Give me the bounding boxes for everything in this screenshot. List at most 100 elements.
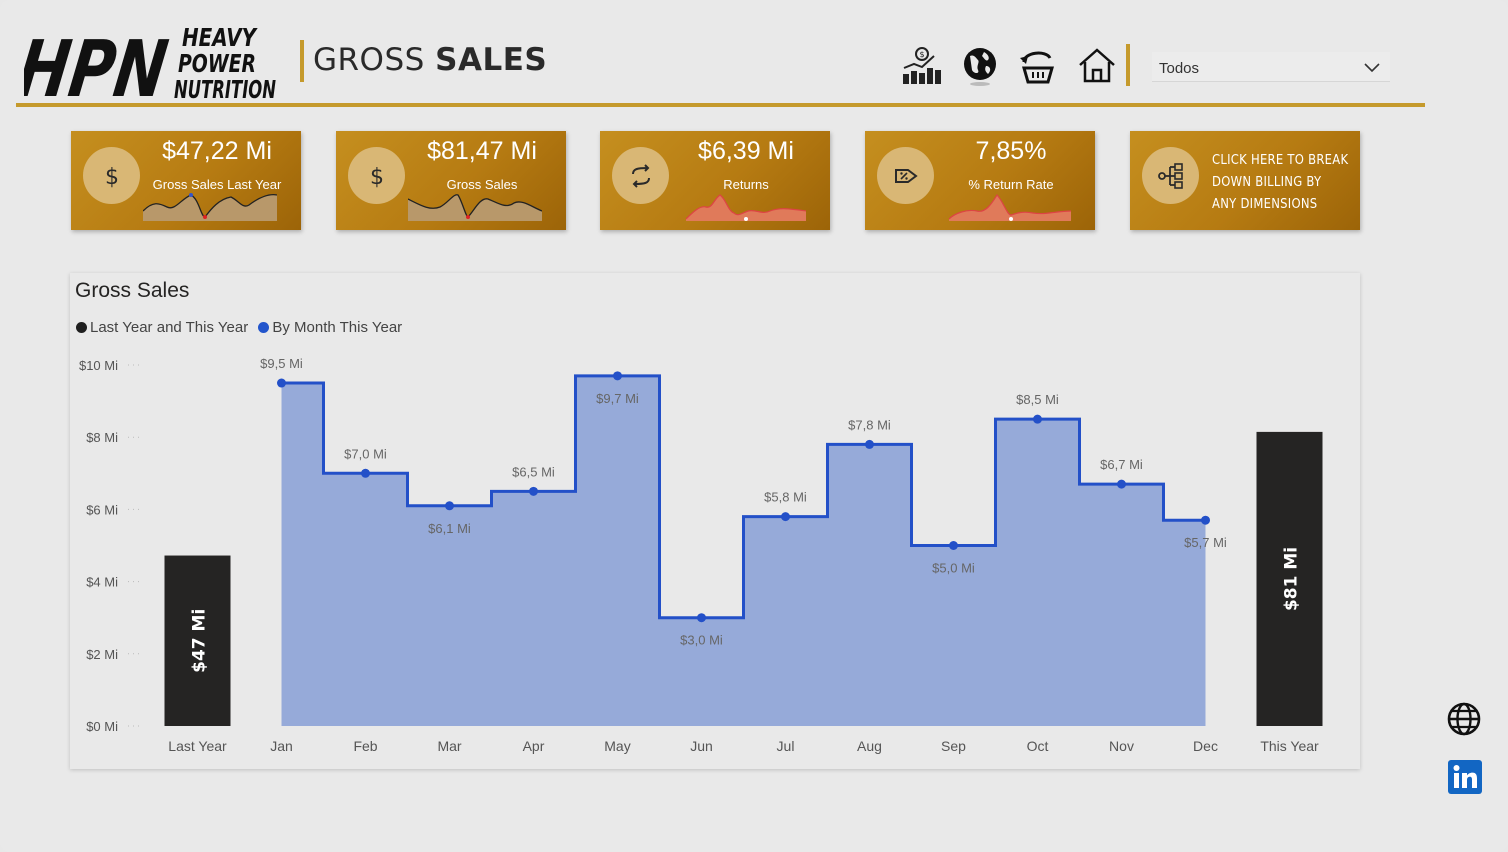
x-tick-label: Aug [857, 738, 882, 754]
x-tick-label: Dec [1193, 738, 1218, 754]
y-tick-label: $10 Mi [79, 358, 118, 373]
cta-text: CLICK HERE TO BREAK DOWN BILLING BY ANY … [1212, 152, 1349, 212]
dollar-icon: $ [83, 147, 140, 204]
monthly-data-label: $6,7 Mi [1100, 457, 1143, 472]
kpi-value: 7,85% [975, 137, 1047, 165]
legend-item-totals[interactable]: Last Year and This Year [76, 319, 248, 336]
total-bar-label: $81 Mi [1282, 547, 1302, 611]
returns-basket-icon[interactable] [1016, 44, 1060, 88]
kpi-value: $47,22 Mi [162, 137, 272, 165]
monthly-point [949, 541, 958, 550]
monthly-data-label: $6,5 Mi [512, 464, 555, 479]
x-tick-label: Feb [353, 738, 377, 754]
logo-line-1: HEAVY [182, 23, 258, 52]
page-title-bold: SALES [435, 42, 548, 78]
monthly-data-label: $5,7 Mi [1184, 535, 1227, 550]
monthly-data-label: $9,7 Mi [596, 391, 639, 406]
kpi-label: Gross Sales [446, 177, 518, 192]
hpn-logo: HPN HEAVY POWER NUTRITION [12, 16, 284, 115]
kpi-card-return-rate[interactable]: 7,85% % Return Rate [865, 131, 1095, 230]
monthly-data-label: $5,8 Mi [764, 490, 807, 505]
x-tick-label: Jun [690, 738, 713, 754]
dollar-icon: $ [348, 147, 405, 204]
page-title: GROSS SALES [313, 42, 547, 78]
monthly-point [361, 468, 370, 478]
sales-chart-icon[interactable]: $ [900, 44, 944, 88]
monthly-point [277, 378, 286, 388]
y-tick-label: $4 Mi [86, 575, 118, 590]
return-arrows-icon [612, 147, 669, 204]
monthly-point [1117, 479, 1126, 489]
chevron-down-icon [1364, 63, 1380, 73]
x-tick-label: Jul [777, 738, 795, 754]
header-divider [16, 103, 1425, 107]
x-tick-label: This Year [1260, 738, 1319, 754]
kpi-value: $81,47 Mi [427, 137, 537, 165]
monthly-data-label: $7,0 Mi [344, 446, 387, 461]
x-tick-label: Jan [270, 738, 293, 754]
kpi-sparkline [143, 193, 277, 221]
kpi-card-returns[interactable]: $6,39 Mi Returns [600, 131, 830, 230]
y-tick-label: $8 Mi [86, 430, 118, 445]
logo-line-3: NUTRITION [174, 75, 276, 102]
chart-title: Gross Sales [75, 279, 190, 302]
page-title-light: GROSS [313, 42, 436, 78]
legend-dot [258, 322, 270, 333]
web-globe-icon[interactable] [1446, 701, 1482, 737]
kpi-label: Gross Sales Last Year [152, 177, 282, 192]
legend-item-monthly[interactable]: By Month This Year [258, 319, 402, 336]
title-accent-bar [300, 40, 304, 82]
x-tick-label: May [604, 738, 630, 754]
total-bar [1256, 431, 1323, 726]
x-tick-label: Sep [941, 738, 966, 754]
monthly-point [865, 439, 874, 449]
monthly-data-label: $6,1 Mi [428, 521, 471, 536]
home-icon[interactable] [1075, 44, 1119, 88]
monthly-step-line [281, 374, 1206, 620]
monthly-point [613, 371, 622, 381]
svg-text:$: $ [105, 165, 119, 190]
monthly-point [445, 501, 454, 511]
monthly-point [1033, 414, 1042, 424]
x-tick-label: Mar [437, 738, 461, 754]
monthly-data-label: $8,5 Mi [1016, 392, 1059, 407]
gross-sales-chart: $0 Mi $2 Mi $4 Mi $6 Mi $8 Mi $10 Mi $9,5 Mi $7… [79, 356, 1323, 754]
decomposition-cta-button[interactable]: CLICK HERE TO BREAK DOWN BILLING BY ANY … [1130, 131, 1360, 230]
x-tick-label: Nov [1109, 738, 1134, 754]
monthly-point [781, 512, 790, 522]
total-bar [164, 555, 231, 726]
legend-dot [76, 322, 87, 333]
monthly-data-label: $3,0 Mi [680, 633, 723, 648]
x-tick-label: Oct [1027, 738, 1049, 754]
globe-icon[interactable] [958, 44, 1002, 88]
kpi-label: Returns [723, 177, 769, 192]
legend-label: By Month This Year [272, 319, 403, 336]
chart-legend: Last Year and This Year By Month This Ye… [76, 319, 408, 336]
y-tick-label: $6 Mi [86, 502, 118, 517]
kpi-card-gross-sales-last-year[interactable]: $ $47,22 Mi Gross Sales Last Year [71, 131, 301, 230]
kpi-sparkline [685, 194, 806, 221]
total-bar-label: $47 Mi [190, 609, 210, 673]
monthly-point [697, 613, 706, 623]
monthly-point [529, 486, 538, 496]
kpi-label: % Return Rate [968, 177, 1054, 192]
monthly-data-label: $9,5 Mi [260, 356, 303, 371]
kpi-sparkline [948, 194, 1071, 221]
discount-tag-icon [877, 147, 934, 204]
monthly-data-label: $7,8 Mi [848, 417, 891, 432]
kpi-sparkline [408, 194, 542, 221]
kpi-value: $6,39 Mi [698, 137, 794, 165]
y-tick-label: $2 Mi [86, 647, 118, 662]
decomposition-tree-icon [1142, 147, 1199, 204]
logo-mark-text: HPN [24, 24, 173, 102]
y-tick-label: $0 Mi [86, 719, 118, 734]
kpi-card-gross-sales[interactable]: $ $81,47 Mi Gross Sales [336, 131, 566, 230]
dropdown-selected-value: Todos [1159, 60, 1200, 77]
monthly-point [1201, 515, 1210, 525]
svg-text:$: $ [370, 165, 384, 190]
gross-sales-chart-card: Gross Sales Last Year and This Year By M… [70, 273, 1360, 769]
filter-dropdown[interactable]: Todos [1152, 52, 1390, 82]
nav-divider [1126, 44, 1130, 86]
linkedin-icon[interactable] [1447, 759, 1483, 795]
